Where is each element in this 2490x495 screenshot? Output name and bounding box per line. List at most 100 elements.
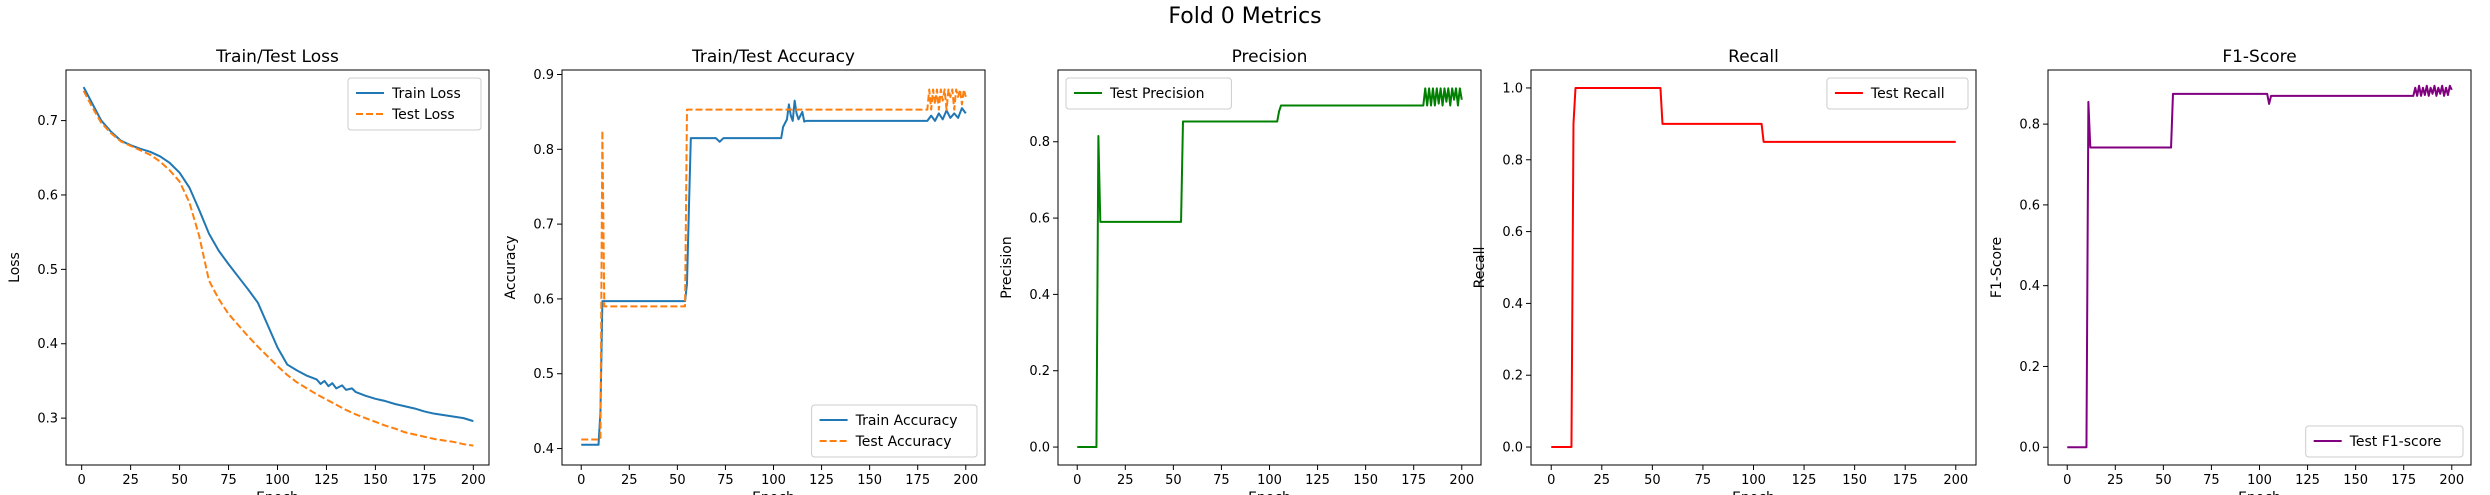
x-tick-label: 25 <box>621 473 638 488</box>
y-axis-label: Loss <box>7 252 23 283</box>
x-tick-label: 50 <box>171 473 188 488</box>
x-tick-label: 75 <box>2203 473 2220 488</box>
legend-box <box>2305 425 2464 458</box>
series-line-0 <box>581 99 967 446</box>
x-axis-label: Epoch <box>256 490 299 495</box>
x-tick-label: 200 <box>1449 473 1474 488</box>
x-tick-label: 50 <box>2155 473 2172 488</box>
x-tick-label: 125 <box>1792 473 1817 488</box>
series-line-0 <box>1077 87 1463 449</box>
series-line-0 <box>2067 84 2453 449</box>
x-tick-label: 125 <box>314 473 339 488</box>
y-tick-label: 0.2 <box>1502 369 1523 384</box>
y-tick-label: 0.8 <box>1502 153 1523 168</box>
chart-title: Train/Test Accuracy <box>691 47 855 67</box>
x-tick-label: 175 <box>905 473 930 488</box>
legend-label: Test Loss <box>391 107 455 123</box>
y-tick-label: 0.4 <box>2019 279 2040 294</box>
y-tick-label: 0.8 <box>1029 135 1050 150</box>
x-tick-label: 75 <box>717 473 734 488</box>
precision-chart: Precision 0 25 50 75 100 125 150 175 200 0.0 0.2 0.4… <box>999 47 1482 495</box>
legend: Train Accuracy Test Accuracy <box>811 404 978 458</box>
x-tick-label: 150 <box>2343 473 2368 488</box>
x-axis-label: Epoch <box>2238 490 2281 495</box>
legend-box <box>1065 77 1232 110</box>
x-tick-label: 50 <box>669 473 686 488</box>
chart-title: F1-Score <box>2222 47 2296 67</box>
legend-label: Train Accuracy <box>855 413 958 429</box>
y-tick-label: 0.6 <box>37 188 58 203</box>
x-tick-label: 50 <box>1644 473 1661 488</box>
y-tick-label: 0.9 <box>533 68 554 83</box>
x-tick-label: 150 <box>363 473 388 488</box>
y-tick-label: 0.0 <box>1502 441 1523 456</box>
legend-label: Test F1-score <box>2349 434 2442 450</box>
x-tick-label: 0 <box>577 473 585 488</box>
x-tick-label: 25 <box>122 473 139 488</box>
y-tick-label: 0.8 <box>533 143 554 158</box>
legend-label: Test Accuracy <box>855 434 952 450</box>
y-tick-label: 0.7 <box>37 114 58 129</box>
x-tick-label: 125 <box>1305 473 1330 488</box>
legend: Test Recall <box>1826 77 1969 110</box>
legend-label: Test Recall <box>1870 86 1945 102</box>
x-tick-label: 175 <box>1401 473 1426 488</box>
x-tick-label: 25 <box>1594 473 1611 488</box>
legend-box <box>1826 77 1969 110</box>
legend: Test F1-score <box>2305 425 2464 458</box>
y-tick-label: 0.0 <box>1029 441 1050 456</box>
x-tick-label: 75 <box>1213 473 1230 488</box>
y-tick-label: 0.4 <box>1502 297 1523 312</box>
x-tick-label: 150 <box>857 473 882 488</box>
x-tick-label: 200 <box>1943 473 1968 488</box>
y-tick-label: 0.5 <box>533 367 554 382</box>
x-tick-label: 0 <box>78 473 86 488</box>
y-tick-label: 0.6 <box>533 292 554 307</box>
x-tick-label: 100 <box>1257 473 1282 488</box>
y-tick-label: 0.4 <box>533 442 554 457</box>
x-axis-label: Epoch <box>752 490 795 495</box>
y-tick-label: 0.2 <box>2019 360 2040 375</box>
y-tick-label: 0.8 <box>2019 118 2040 133</box>
y-tick-label: 0.5 <box>37 263 58 278</box>
legend: Test Precision <box>1065 77 1232 110</box>
x-tick-label: 100 <box>761 473 786 488</box>
f1-chart: F1-Score 0 25 50 75 100 125 150 175 200 0.0 0.2 0.4 0… <box>1989 47 2472 495</box>
x-tick-label: 0 <box>2063 473 2071 488</box>
y-tick-label: 0.6 <box>1502 225 1523 240</box>
x-tick-label: 200 <box>461 473 486 488</box>
x-tick-label: 0 <box>1073 473 1081 488</box>
chart-title: Recall <box>1728 47 1779 67</box>
y-axis-label: Recall <box>1472 247 1488 289</box>
x-tick-label: 25 <box>1117 473 1134 488</box>
chart-title: Train/Test Loss <box>215 47 339 67</box>
y-axis-label: Accuracy <box>503 236 519 300</box>
legend-label: Test Precision <box>1109 86 1205 102</box>
legend-box <box>811 404 978 458</box>
legend-label: Train Loss <box>391 86 461 102</box>
series-line-0 <box>82 86 474 423</box>
x-tick-label: 0 <box>1547 473 1555 488</box>
series-line-0 <box>1551 86 1956 449</box>
x-tick-label: 175 <box>2391 473 2416 488</box>
x-tick-label: 100 <box>265 473 290 488</box>
y-tick-label: 0.3 <box>37 412 58 427</box>
x-tick-label: 100 <box>2247 473 2272 488</box>
y-axis-label: Precision <box>999 236 1015 298</box>
y-tick-label: 0.4 <box>1029 288 1050 303</box>
accuracy-chart: Train/Test Accuracy 0 25 50 75 100 125 150 175 20… <box>503 47 986 495</box>
recall-chart: Recall 0 25 50 75 100 125 150 175 200 0.0 0.2 0.4 0.6… <box>1472 47 1977 495</box>
legend-box <box>347 77 482 131</box>
x-tick-label: 150 <box>1842 473 1867 488</box>
x-tick-label: 175 <box>1893 473 1918 488</box>
x-tick-label: 200 <box>2439 473 2464 488</box>
x-axis-label: Epoch <box>1732 490 1775 495</box>
x-tick-label: 100 <box>1741 473 1766 488</box>
chart-title: Precision <box>1232 47 1308 67</box>
x-tick-label: 125 <box>2295 473 2320 488</box>
x-tick-label: 125 <box>809 473 834 488</box>
x-tick-label: 150 <box>1353 473 1378 488</box>
x-tick-label: 25 <box>2107 473 2124 488</box>
plot-frame <box>2047 69 2472 466</box>
y-tick-label: 0.6 <box>1029 212 1050 227</box>
